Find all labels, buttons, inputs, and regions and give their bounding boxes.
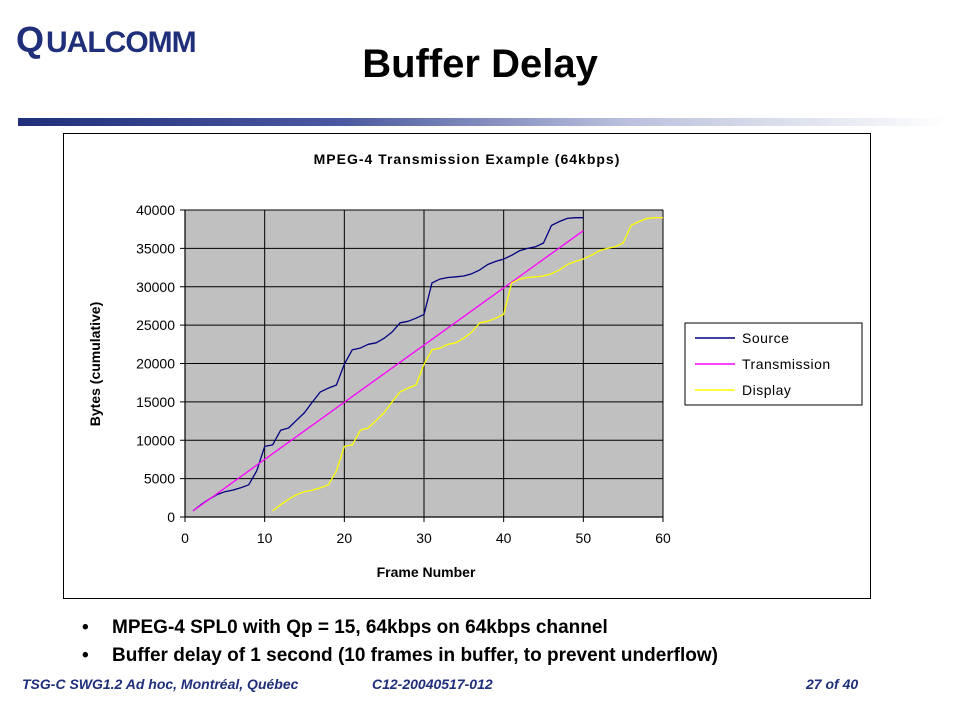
chart-legend: Source Transmission Display xyxy=(684,322,863,406)
y-tick-label: 30000 xyxy=(136,279,175,295)
title-divider xyxy=(18,118,950,126)
x-axis-title: Frame Number xyxy=(377,564,476,580)
y-tick-label: 0 xyxy=(167,509,175,525)
y-tick-label: 25000 xyxy=(136,317,175,333)
footer-meeting: TSG-C SWG1.2 Ad hoc, Montréal, Québec xyxy=(22,676,299,692)
chart-frame: MPEG-4 Transmission Example (64kbps) 0 50… xyxy=(63,133,871,599)
bullet-item: • Buffer delay of 1 second (10 frames in … xyxy=(82,642,718,670)
footer-doc-id: C12-20040517-012 xyxy=(372,676,493,692)
svg-text:Q: Q xyxy=(16,19,43,60)
y-tick-label: 5000 xyxy=(144,471,175,487)
series-line-transmission xyxy=(192,230,584,512)
bullet-dot-icon: • xyxy=(82,645,89,666)
chart-title: MPEG-4 Transmission Example (64kbps) xyxy=(314,151,621,167)
y-tick-label: 20000 xyxy=(136,356,175,372)
y-tick-label: 40000 xyxy=(136,202,175,218)
x-tick-label: 0 xyxy=(181,530,189,546)
x-tick-label: 30 xyxy=(416,530,432,546)
series-line-source xyxy=(192,217,584,512)
x-tick-label: 60 xyxy=(655,530,671,546)
legend-label: Transmission xyxy=(742,356,831,372)
bullet-dot-icon: • xyxy=(82,617,89,638)
x-tick-label: 50 xyxy=(576,530,592,546)
legend-label: Source xyxy=(742,330,789,346)
footer-page-number: 27 of 40 xyxy=(806,676,859,692)
x-tick-label: 20 xyxy=(337,530,353,546)
y-tick-label: 15000 xyxy=(136,394,175,410)
y-axis-title: Bytes (cumulative) xyxy=(87,302,103,426)
bullet-list: • MPEG-4 SPL0 with Qp = 15, 64kbps on 64k… xyxy=(82,614,718,670)
bullet-item: • MPEG-4 SPL0 with Qp = 15, 64kbps on 64k… xyxy=(82,614,718,642)
bullet-text: MPEG-4 SPL0 with Qp = 15, 64kbps on 64kb… xyxy=(112,617,608,638)
y-tick-label: 10000 xyxy=(136,432,175,448)
qualcomm-logo: Q UALCOMM xyxy=(16,19,197,60)
x-tick-label: 10 xyxy=(257,530,273,546)
line-chart: MPEG-4 Transmission Example (64kbps) 0 50… xyxy=(87,151,863,580)
legend-label: Display xyxy=(742,382,791,398)
bullet-text: Buffer delay of 1 second (10 frames in b… xyxy=(112,645,718,666)
series-line-display xyxy=(272,217,663,512)
slide-title: Buffer Delay xyxy=(362,42,598,86)
y-tick-label: 35000 xyxy=(136,240,175,256)
x-tick-label: 40 xyxy=(496,530,512,546)
svg-text:UALCOMM: UALCOMM xyxy=(46,26,196,59)
